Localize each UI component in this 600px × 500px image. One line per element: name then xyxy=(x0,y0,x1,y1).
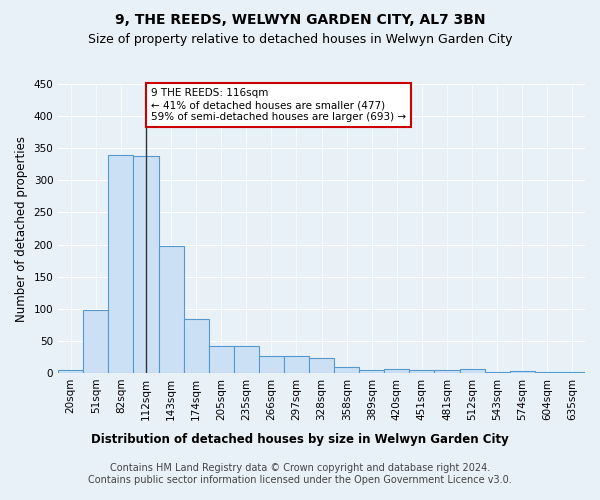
Text: 9, THE REEDS, WELWYN GARDEN CITY, AL7 3BN: 9, THE REEDS, WELWYN GARDEN CITY, AL7 3B… xyxy=(115,12,485,26)
Bar xyxy=(109,154,133,373)
Bar xyxy=(184,319,209,373)
Text: 9 THE REEDS: 116sqm
← 41% of detached houses are smaller (477)
59% of semi-detac: 9 THE REEDS: 116sqm ← 41% of detached ho… xyxy=(151,88,406,122)
Bar xyxy=(158,246,184,373)
Bar xyxy=(259,356,284,373)
Bar xyxy=(334,366,359,373)
Text: Contains HM Land Registry data © Crown copyright and database right 2024.
Contai: Contains HM Land Registry data © Crown c… xyxy=(88,464,512,485)
Text: Distribution of detached houses by size in Welwyn Garden City: Distribution of detached houses by size … xyxy=(91,432,509,446)
Bar xyxy=(284,356,309,373)
Bar xyxy=(460,369,485,373)
Bar xyxy=(385,369,409,373)
Y-axis label: Number of detached properties: Number of detached properties xyxy=(15,136,28,322)
Bar xyxy=(535,372,560,373)
Bar xyxy=(510,371,535,373)
Bar xyxy=(434,370,460,373)
Bar xyxy=(83,310,109,373)
Bar xyxy=(133,156,158,373)
Bar xyxy=(58,370,83,373)
Bar xyxy=(485,372,510,373)
Bar xyxy=(409,370,434,373)
Bar xyxy=(209,346,234,373)
Bar xyxy=(359,370,385,373)
Bar xyxy=(309,358,334,373)
Bar xyxy=(234,346,259,373)
Bar xyxy=(560,372,585,373)
Text: Size of property relative to detached houses in Welwyn Garden City: Size of property relative to detached ho… xyxy=(88,32,512,46)
